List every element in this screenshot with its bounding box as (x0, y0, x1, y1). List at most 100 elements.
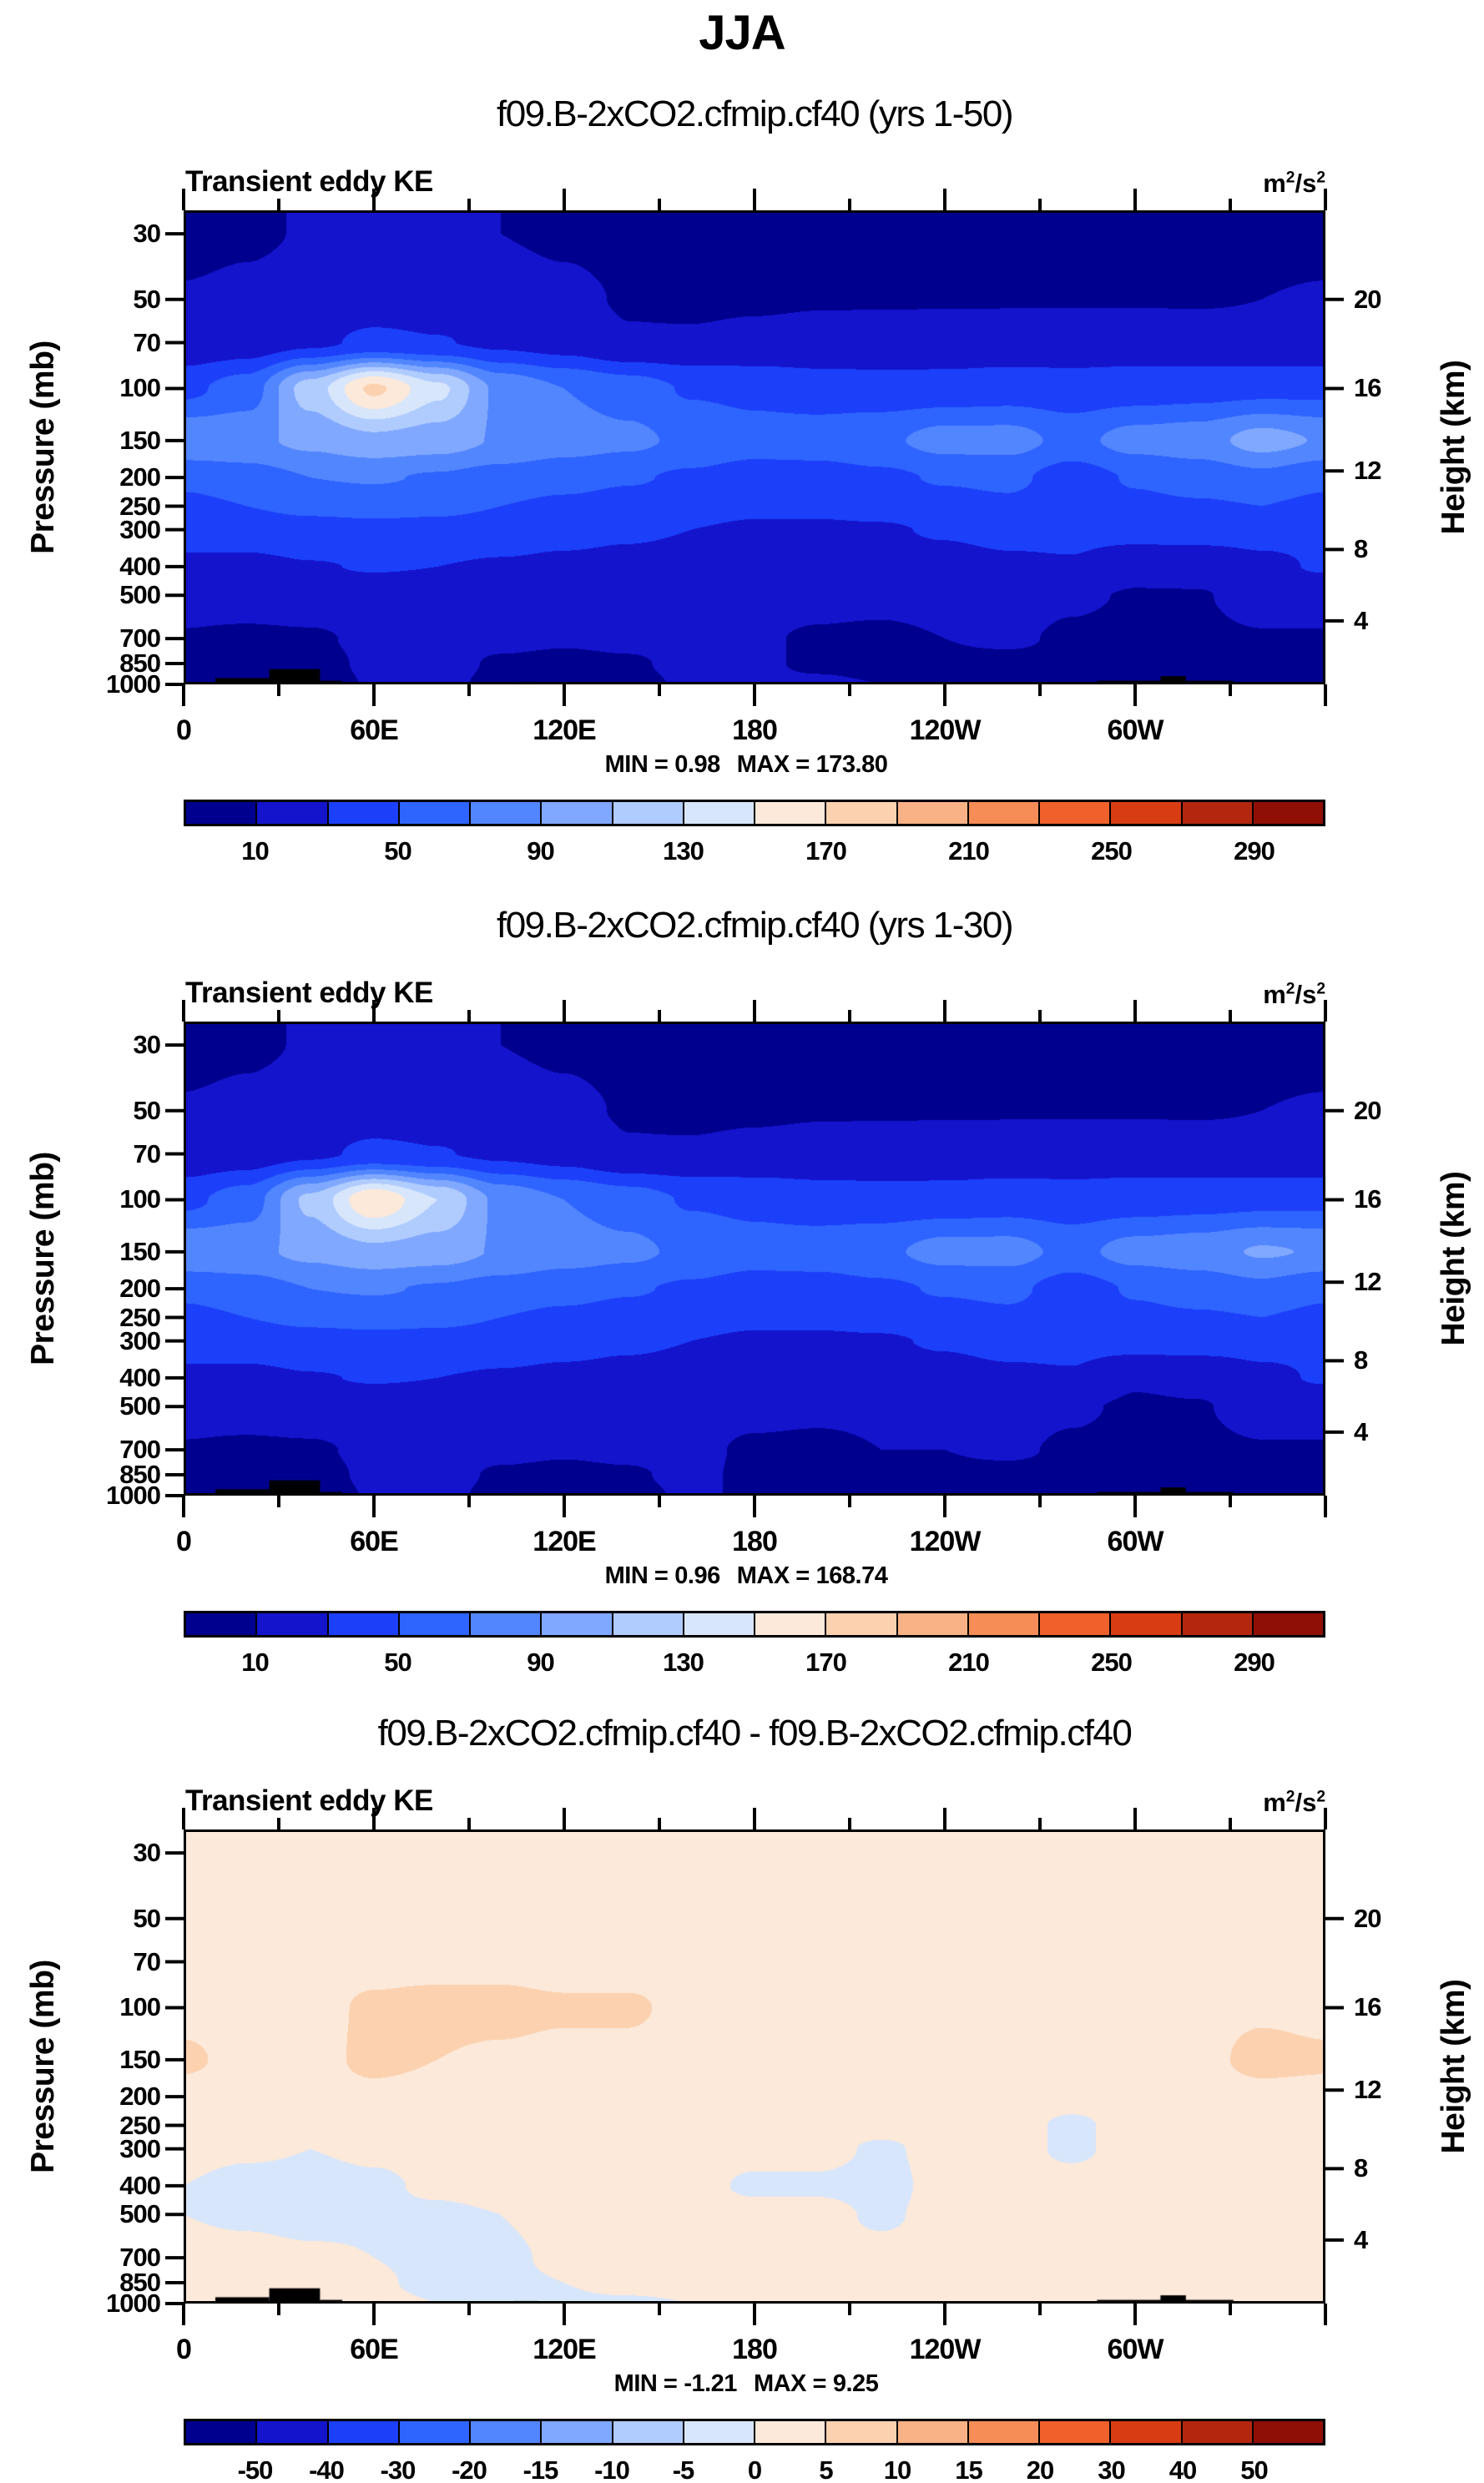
pressure-tick-label: 850 (119, 648, 161, 678)
pressure-tick-label: 250 (119, 1302, 161, 1332)
pressure-tick-label: 30 (133, 1030, 161, 1060)
colorbar-label: 30 (1098, 2455, 1125, 2483)
units-label: m2/s2 (1263, 980, 1325, 1010)
colorbar-label: -40 (309, 2455, 345, 2483)
min-label: MIN = (604, 751, 669, 778)
longitude-tick-labels: 0 60E 120E 180 120W 60W (176, 2334, 1325, 2369)
colorbar-cell (684, 802, 755, 824)
longitude-tick-labels: 0 60E 120E 180 120W 60W (176, 714, 1325, 749)
height-tick-label: 12 (1354, 456, 1381, 486)
colorbar-cell (897, 1613, 969, 1635)
height-tick-label: 16 (1354, 1992, 1381, 2022)
units-base: m (1263, 1788, 1286, 1817)
colorbar-label: 290 (1234, 1648, 1275, 1677)
contour-field-canvas (184, 1829, 1325, 2304)
pressure-tick-label: 1000 (106, 1481, 161, 1510)
units-base: /s (1295, 1788, 1317, 1817)
colorbar-cell (257, 1613, 329, 1635)
field-label: Transient eddy KE (185, 1784, 433, 1817)
colorbar-cell (1111, 1613, 1183, 1635)
colorbar-cell (613, 802, 684, 824)
max-label: MAX = (753, 2370, 826, 2397)
colorbar (184, 800, 1325, 826)
longitude-tick-label: 60W (1107, 1526, 1164, 1557)
pressure-tick-label: 850 (119, 1459, 161, 1489)
height-axis-title: Height (km) (1436, 360, 1471, 535)
colorbar-cell (755, 1613, 827, 1635)
colorbar-label: 290 (1234, 836, 1275, 866)
colorbar-cell (1253, 2421, 1323, 2443)
colorbar-cell (1111, 802, 1183, 824)
height-tick-labels: 20 16 12 8 4 (1354, 1829, 1437, 2304)
height-tick-label: 20 (1354, 1095, 1381, 1125)
pressure-tick-label: 300 (119, 514, 161, 544)
panel-title: f09.B-2xCO2.cfmip.cf40 (yrs 1-50) (496, 93, 1014, 134)
contour-field-canvas (184, 1022, 1325, 1496)
min-value: 0.98 (674, 751, 720, 778)
colorbar (184, 1611, 1325, 1638)
colorbar-label: 170 (805, 1648, 847, 1677)
longitude-tick-label: 180 (732, 714, 778, 746)
figure-title: JJA (699, 6, 785, 60)
colorbar-cell (968, 1613, 1040, 1635)
colorbar-label: 50 (384, 836, 411, 866)
colorbar-cell (328, 2421, 400, 2443)
pressure-tick-label: 100 (119, 1992, 161, 2022)
colorbar-cell (399, 1613, 471, 1635)
colorbar-label: 15 (955, 2455, 982, 2483)
longitude-tick-label: 180 (732, 1526, 778, 1557)
colorbar-label: 0 (747, 2455, 762, 2483)
units-sup: 2 (1285, 169, 1295, 187)
longitude-tick-label: 60W (1107, 714, 1164, 746)
pressure-tick-label: 1000 (106, 2289, 161, 2318)
plot-header: Transient eddy KE m2/s2 (184, 1779, 1325, 1818)
pressure-tick-label: 200 (119, 462, 161, 492)
colorbar-label: 5 (819, 2455, 833, 2483)
minmax-line: MIN = 0.96 MAX = 168.74 (184, 1562, 1325, 1590)
colorbar-cell (755, 2421, 827, 2443)
pressure-tick-label: 500 (119, 2199, 161, 2229)
pressure-tick-labels: 30 50 70 100 150 200 250 300 400 500 700 850 1000 (0, 1829, 161, 2317)
plot-header: Transient eddy KE m2/s2 (184, 160, 1325, 199)
colorbar-label: 10 (241, 836, 269, 866)
panel-title: f09.B-2xCO2.cfmip.cf40 - f09.B-2xCO2.cfm… (377, 1713, 1133, 1754)
units-label: m2/s2 (1263, 169, 1325, 199)
pressure-tick-label: 50 (133, 284, 161, 314)
minmax-line: MIN = 0.98 MAX = 173.80 (184, 751, 1325, 779)
min-value: 0.96 (674, 1562, 720, 1589)
colorbar-cell (542, 2421, 613, 2443)
colorbar-labels: 10 50 90 130 170 210 250 290 (184, 1648, 1325, 1679)
colorbar-cell (471, 2421, 543, 2443)
colorbar-cell (471, 802, 543, 824)
contour-plot (165, 1808, 1344, 2325)
height-tick-label: 8 (1354, 2153, 1368, 2183)
longitude-tick-label: 120E (533, 714, 596, 746)
pressure-tick-label: 500 (119, 1391, 161, 1421)
colorbar-label: 90 (527, 1648, 554, 1677)
max-value: 173.80 (815, 751, 888, 778)
min-label: MIN = (613, 2370, 678, 2397)
colorbar-labels: -50 -40 -30 -20 -15 -10 -5 0 5 10 15 20 30 40 50 (184, 2455, 1325, 2483)
colorbar-cell (542, 802, 613, 824)
colorbar-cell (399, 802, 471, 824)
units-base: /s (1295, 169, 1317, 198)
colorbar-cell (186, 802, 258, 824)
panel-difference: f09.B-2xCO2.cfmip.cf40 - f09.B-2xCO2.cfm… (0, 1713, 1484, 2483)
colorbar-label: 40 (1169, 2455, 1197, 2483)
pressure-tick-label: 50 (133, 1095, 161, 1125)
longitude-tick-label: 180 (732, 2334, 778, 2365)
longitude-tick-label: 60W (1107, 2334, 1164, 2365)
max-value: 9.25 (832, 2370, 879, 2397)
colorbar-cell (613, 2421, 684, 2443)
colorbar-cell (1182, 2421, 1254, 2443)
colorbar-label: -30 (380, 2455, 416, 2483)
colorbar-cell (399, 2421, 471, 2443)
height-tick-label: 12 (1354, 1267, 1381, 1297)
pressure-tick-label: 700 (119, 1435, 161, 1465)
colorbar-cell (826, 802, 898, 824)
height-tick-labels: 20 16 12 8 4 (1354, 1022, 1437, 1496)
pressure-tick-label: 500 (119, 580, 161, 610)
pressure-tick-label: 150 (119, 425, 161, 455)
height-tick-label: 16 (1354, 373, 1381, 403)
